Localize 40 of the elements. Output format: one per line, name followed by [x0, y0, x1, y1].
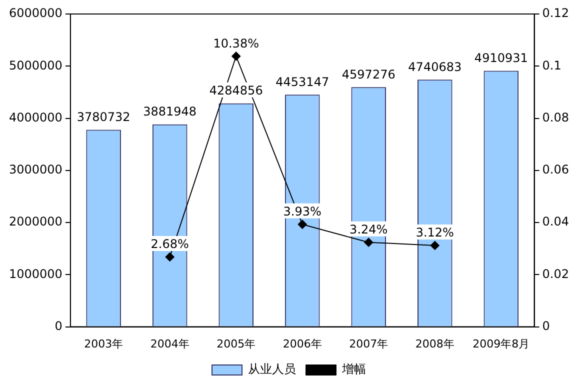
- x-tick-label: 2004年: [150, 337, 190, 350]
- y2-tick-label: 0.06: [542, 162, 569, 177]
- point: [364, 238, 374, 247]
- y-tick-label: 5000000: [8, 58, 62, 72]
- x-tick-label: 2006年: [282, 337, 322, 350]
- x-tick-label: 2005年: [216, 337, 256, 350]
- data-label: 3.93%: [283, 204, 322, 218]
- data-label: 10.38%: [213, 36, 259, 50]
- y-tick-label: 3000000: [8, 162, 62, 177]
- data-label: 4284856: [209, 84, 263, 98]
- x-tick-label: 2007年: [349, 337, 388, 350]
- y-tick-label: 2000000: [8, 214, 62, 229]
- data-label: 2.68%: [150, 237, 189, 252]
- y-tick-label: 6000000: [8, 6, 62, 20]
- y2-tick-label: 0.1: [542, 58, 562, 72]
- data-label: 4597276: [342, 67, 396, 82]
- legend-label: 从业人员: [248, 362, 296, 376]
- y2-tick-label: 0.08: [542, 110, 569, 124]
- data-label: 3881948: [143, 104, 197, 119]
- x-tick-label: 2003年: [84, 337, 124, 350]
- data-label: 3.12%: [416, 226, 454, 240]
- legend-label: 增幅: [341, 362, 366, 376]
- data-label: 4453147: [276, 74, 330, 89]
- y2-tick-label: 0: [542, 318, 550, 333]
- point: [165, 252, 174, 262]
- y2-tick-label: 0.04: [542, 214, 569, 229]
- y2-tick-label: 0.02: [542, 266, 569, 281]
- point: [430, 240, 440, 250]
- y2-tick-label: 0.12: [542, 6, 569, 20]
- x-tick-label: 2009年8月: [472, 337, 530, 350]
- data-label: 3.24%: [350, 222, 388, 236]
- point: [232, 52, 241, 61]
- data-label: 4740683: [408, 60, 462, 74]
- y-tick-label: 0: [54, 318, 62, 333]
- y-tick-label: 1000000: [8, 266, 62, 281]
- point: [298, 220, 307, 229]
- data-label: 3780732: [76, 110, 130, 124]
- data-label: 4910931: [474, 50, 528, 65]
- x-tick-label: 2008年: [415, 337, 454, 350]
- y-tick-label: 4000000: [8, 110, 62, 124]
